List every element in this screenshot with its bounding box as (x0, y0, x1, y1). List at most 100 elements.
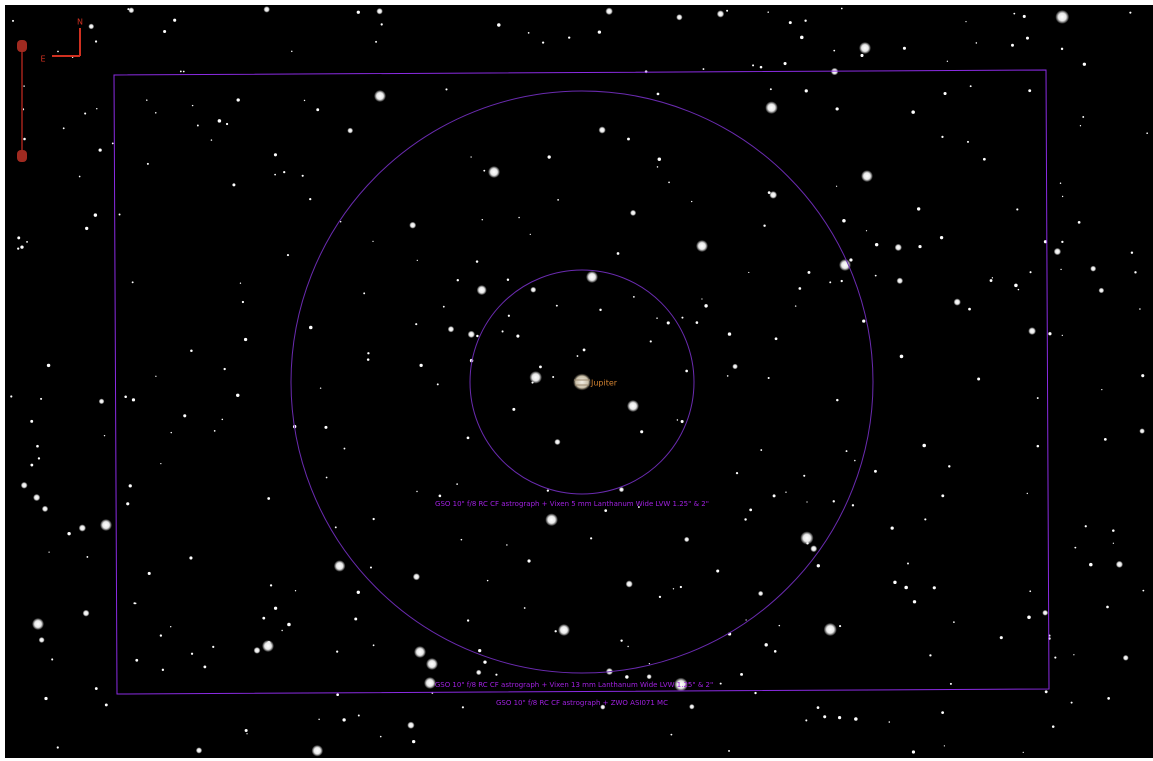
star (1027, 616, 1031, 620)
star (1028, 89, 1031, 92)
star (704, 304, 707, 307)
star (944, 745, 945, 746)
star (760, 449, 762, 451)
star (1113, 543, 1114, 544)
star (545, 513, 558, 526)
star (875, 243, 878, 246)
star (407, 722, 414, 729)
star (48, 552, 49, 553)
star (1129, 12, 1131, 14)
slider-handle[interactable] (17, 150, 27, 162)
star (516, 335, 519, 338)
star (929, 654, 931, 656)
star (833, 500, 835, 502)
star (765, 101, 778, 114)
star (888, 721, 890, 723)
star (309, 326, 313, 330)
star (135, 659, 138, 662)
star (1061, 48, 1063, 50)
star (599, 126, 606, 133)
star (701, 298, 702, 299)
star (128, 7, 134, 13)
star (413, 573, 420, 580)
star (841, 8, 843, 10)
star (586, 271, 598, 283)
star (376, 8, 382, 14)
star (512, 408, 515, 411)
star (599, 309, 601, 311)
star (976, 42, 978, 44)
star (668, 182, 670, 184)
star (367, 358, 370, 361)
planet-label: Jupiter (590, 379, 618, 388)
star (659, 596, 661, 598)
star (767, 11, 769, 13)
star (476, 335, 478, 337)
star (836, 399, 838, 401)
star (476, 670, 482, 676)
star (1099, 288, 1105, 294)
star (129, 484, 132, 487)
star (99, 399, 105, 405)
star (1071, 702, 1073, 704)
star (531, 382, 533, 384)
star (439, 495, 442, 498)
star (627, 138, 630, 141)
star (657, 166, 659, 168)
star (237, 98, 240, 101)
star (911, 110, 915, 114)
star (861, 170, 873, 182)
star (192, 105, 193, 106)
star (104, 435, 105, 436)
star (1116, 561, 1123, 568)
star (555, 630, 557, 632)
star (696, 321, 699, 324)
star (953, 621, 955, 623)
star (727, 375, 729, 377)
star (670, 734, 672, 736)
star (409, 222, 416, 229)
star (412, 740, 415, 743)
star (583, 349, 586, 352)
star (226, 123, 228, 125)
star (79, 524, 86, 531)
star (417, 260, 418, 261)
star (262, 640, 274, 652)
star (309, 198, 311, 200)
star (810, 545, 817, 552)
star (57, 51, 59, 53)
star (817, 706, 820, 709)
star (1073, 654, 1074, 655)
star (456, 483, 458, 485)
star (732, 364, 738, 370)
star (443, 306, 445, 308)
star (604, 509, 607, 512)
star (1029, 590, 1031, 592)
star (508, 315, 510, 317)
star (640, 430, 643, 433)
star (347, 128, 353, 134)
star (26, 241, 28, 243)
star (419, 364, 422, 367)
star (370, 566, 372, 568)
star (373, 644, 375, 646)
star (354, 617, 357, 620)
star (829, 281, 831, 283)
star (547, 489, 549, 491)
compass-n-label: N (77, 18, 83, 27)
star (836, 107, 839, 110)
star (1048, 332, 1051, 335)
star (841, 280, 843, 282)
star (548, 155, 551, 158)
star (760, 66, 763, 69)
star (912, 750, 915, 753)
star (468, 331, 475, 338)
slider-handle[interactable] (17, 40, 27, 52)
star (673, 588, 674, 589)
star (717, 10, 724, 17)
star (1139, 428, 1145, 434)
planet-disk[interactable] (573, 374, 591, 391)
star (784, 62, 787, 65)
star (965, 21, 966, 22)
star (373, 518, 375, 520)
